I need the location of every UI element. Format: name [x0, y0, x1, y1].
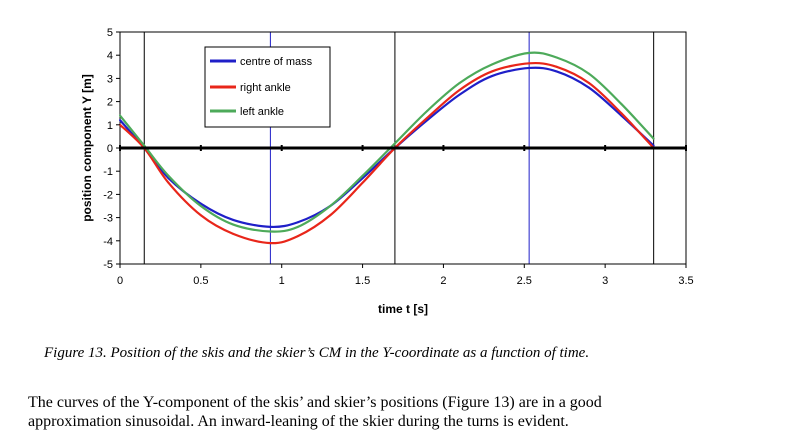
y-tick-label: -1 — [103, 166, 113, 178]
y-tick-labels: 5 4 3 2 1 0 -1 -2 -3 -4 -5 — [103, 27, 120, 271]
data-point-left-ankle — [620, 102, 623, 105]
figure-caption: Figure 13. Position of the skis and the … — [44, 345, 590, 361]
data-point-centre-of-mass — [232, 218, 235, 221]
data-point-left-ankle — [361, 174, 364, 177]
data-point-centre-of-mass — [119, 119, 121, 122]
data-point-right-ankle — [620, 112, 623, 115]
data-point-right-ankle — [167, 181, 170, 184]
data-point-left-ankle — [269, 230, 272, 233]
data-point-right-ankle — [426, 116, 429, 119]
data-point-centre-of-mass — [490, 75, 493, 78]
x-tick-label: 3.5 — [678, 275, 693, 287]
data-point-centre-of-mass — [199, 202, 202, 205]
data-point-left-ankle — [329, 205, 332, 207]
data-point-left-ankle — [528, 51, 531, 54]
legend: centre of mass right ankle left ankle — [204, 46, 331, 128]
series-line-centre-of-mass — [119, 66, 655, 229]
data-point-right-ankle — [528, 62, 531, 65]
data-point-right-ankle — [587, 82, 590, 85]
data-point-right-ankle — [329, 214, 332, 217]
data-point-left-ankle — [426, 109, 429, 112]
data-point-left-ankle — [652, 137, 655, 140]
series-line-right-ankle — [119, 61, 655, 245]
zero-axis — [119, 145, 687, 151]
data-point-right-ankle — [269, 242, 272, 245]
data-point-centre-of-mass — [296, 221, 299, 224]
data-point-right-ankle — [490, 70, 493, 73]
data-point-left-ankle — [490, 63, 493, 66]
y-tick-label: 0 — [107, 143, 113, 155]
data-point-centre-of-mass — [587, 86, 590, 89]
x-tick-label: 1 — [279, 275, 285, 287]
data-point-left-ankle — [119, 114, 121, 117]
x-tick-label: 1.5 — [355, 275, 370, 287]
body-paragraph: The curves of the Y-component of the ski… — [28, 393, 768, 431]
y-tick-label: 2 — [107, 97, 113, 109]
y-tick-label: 3 — [107, 73, 113, 85]
data-point-right-ankle — [361, 181, 364, 184]
y-tick-label: -5 — [103, 259, 113, 271]
body-line-1: The curves of the Y-component of the ski… — [28, 394, 602, 411]
y-tick-label: 1 — [107, 120, 113, 132]
data-point-left-ankle — [143, 144, 146, 147]
data-point-right-ankle — [296, 235, 299, 238]
x-tick-label: 3 — [602, 275, 608, 287]
data-point-left-ankle — [458, 82, 461, 85]
data-point-left-ankle — [555, 56, 558, 59]
x-tick-label: 2 — [440, 275, 446, 287]
legend-label-right-ankle: right ankle — [240, 82, 291, 94]
data-point-left-ankle — [393, 142, 396, 145]
data-point-centre-of-mass — [555, 70, 558, 73]
data-point-left-ankle — [587, 72, 590, 75]
data-point-centre-of-mass — [269, 225, 272, 228]
x-tick-labels: 0 0.5 1 1.5 2 2.5 3 3.5 — [117, 264, 694, 287]
y-axis-label: position component Y [m] — [80, 74, 94, 222]
y-tick-label: -4 — [103, 236, 113, 248]
x-tick-label: 0 — [117, 275, 123, 287]
y-tick-label: -3 — [103, 213, 113, 225]
data-point-left-ankle — [296, 225, 299, 228]
x-axis-label: time t [s] — [378, 302, 428, 316]
data-point-right-ankle — [458, 89, 461, 91]
series-line-left-ankle — [119, 51, 655, 233]
y-tick-label: -2 — [103, 189, 113, 201]
x-tick-label: 2.5 — [517, 275, 532, 287]
x-tick-label: 0.5 — [193, 275, 208, 287]
y-tick-label: 4 — [107, 50, 113, 62]
data-point-centre-of-mass — [458, 93, 461, 96]
data-point-left-ankle — [167, 174, 170, 177]
legend-label-centre-of-mass: centre of mass — [240, 56, 313, 68]
data-point-left-ankle — [232, 223, 235, 226]
data-point-right-ankle — [199, 214, 202, 217]
body-line-2: approximation sinusoidal. An inward-lean… — [28, 413, 569, 430]
legend-label-left-ankle: left ankle — [240, 106, 284, 118]
chart: 5 4 3 2 1 0 -1 -2 -3 -4 -5 0 0.5 1 1.5 2 2.5 3 3.5 time t… — [80, 27, 694, 316]
data-point-centre-of-mass — [528, 66, 531, 69]
data-point-left-ankle — [199, 205, 202, 207]
y-tick-label: 5 — [107, 27, 113, 39]
data-point-right-ankle — [555, 65, 558, 68]
data-point-right-ankle — [232, 232, 235, 235]
